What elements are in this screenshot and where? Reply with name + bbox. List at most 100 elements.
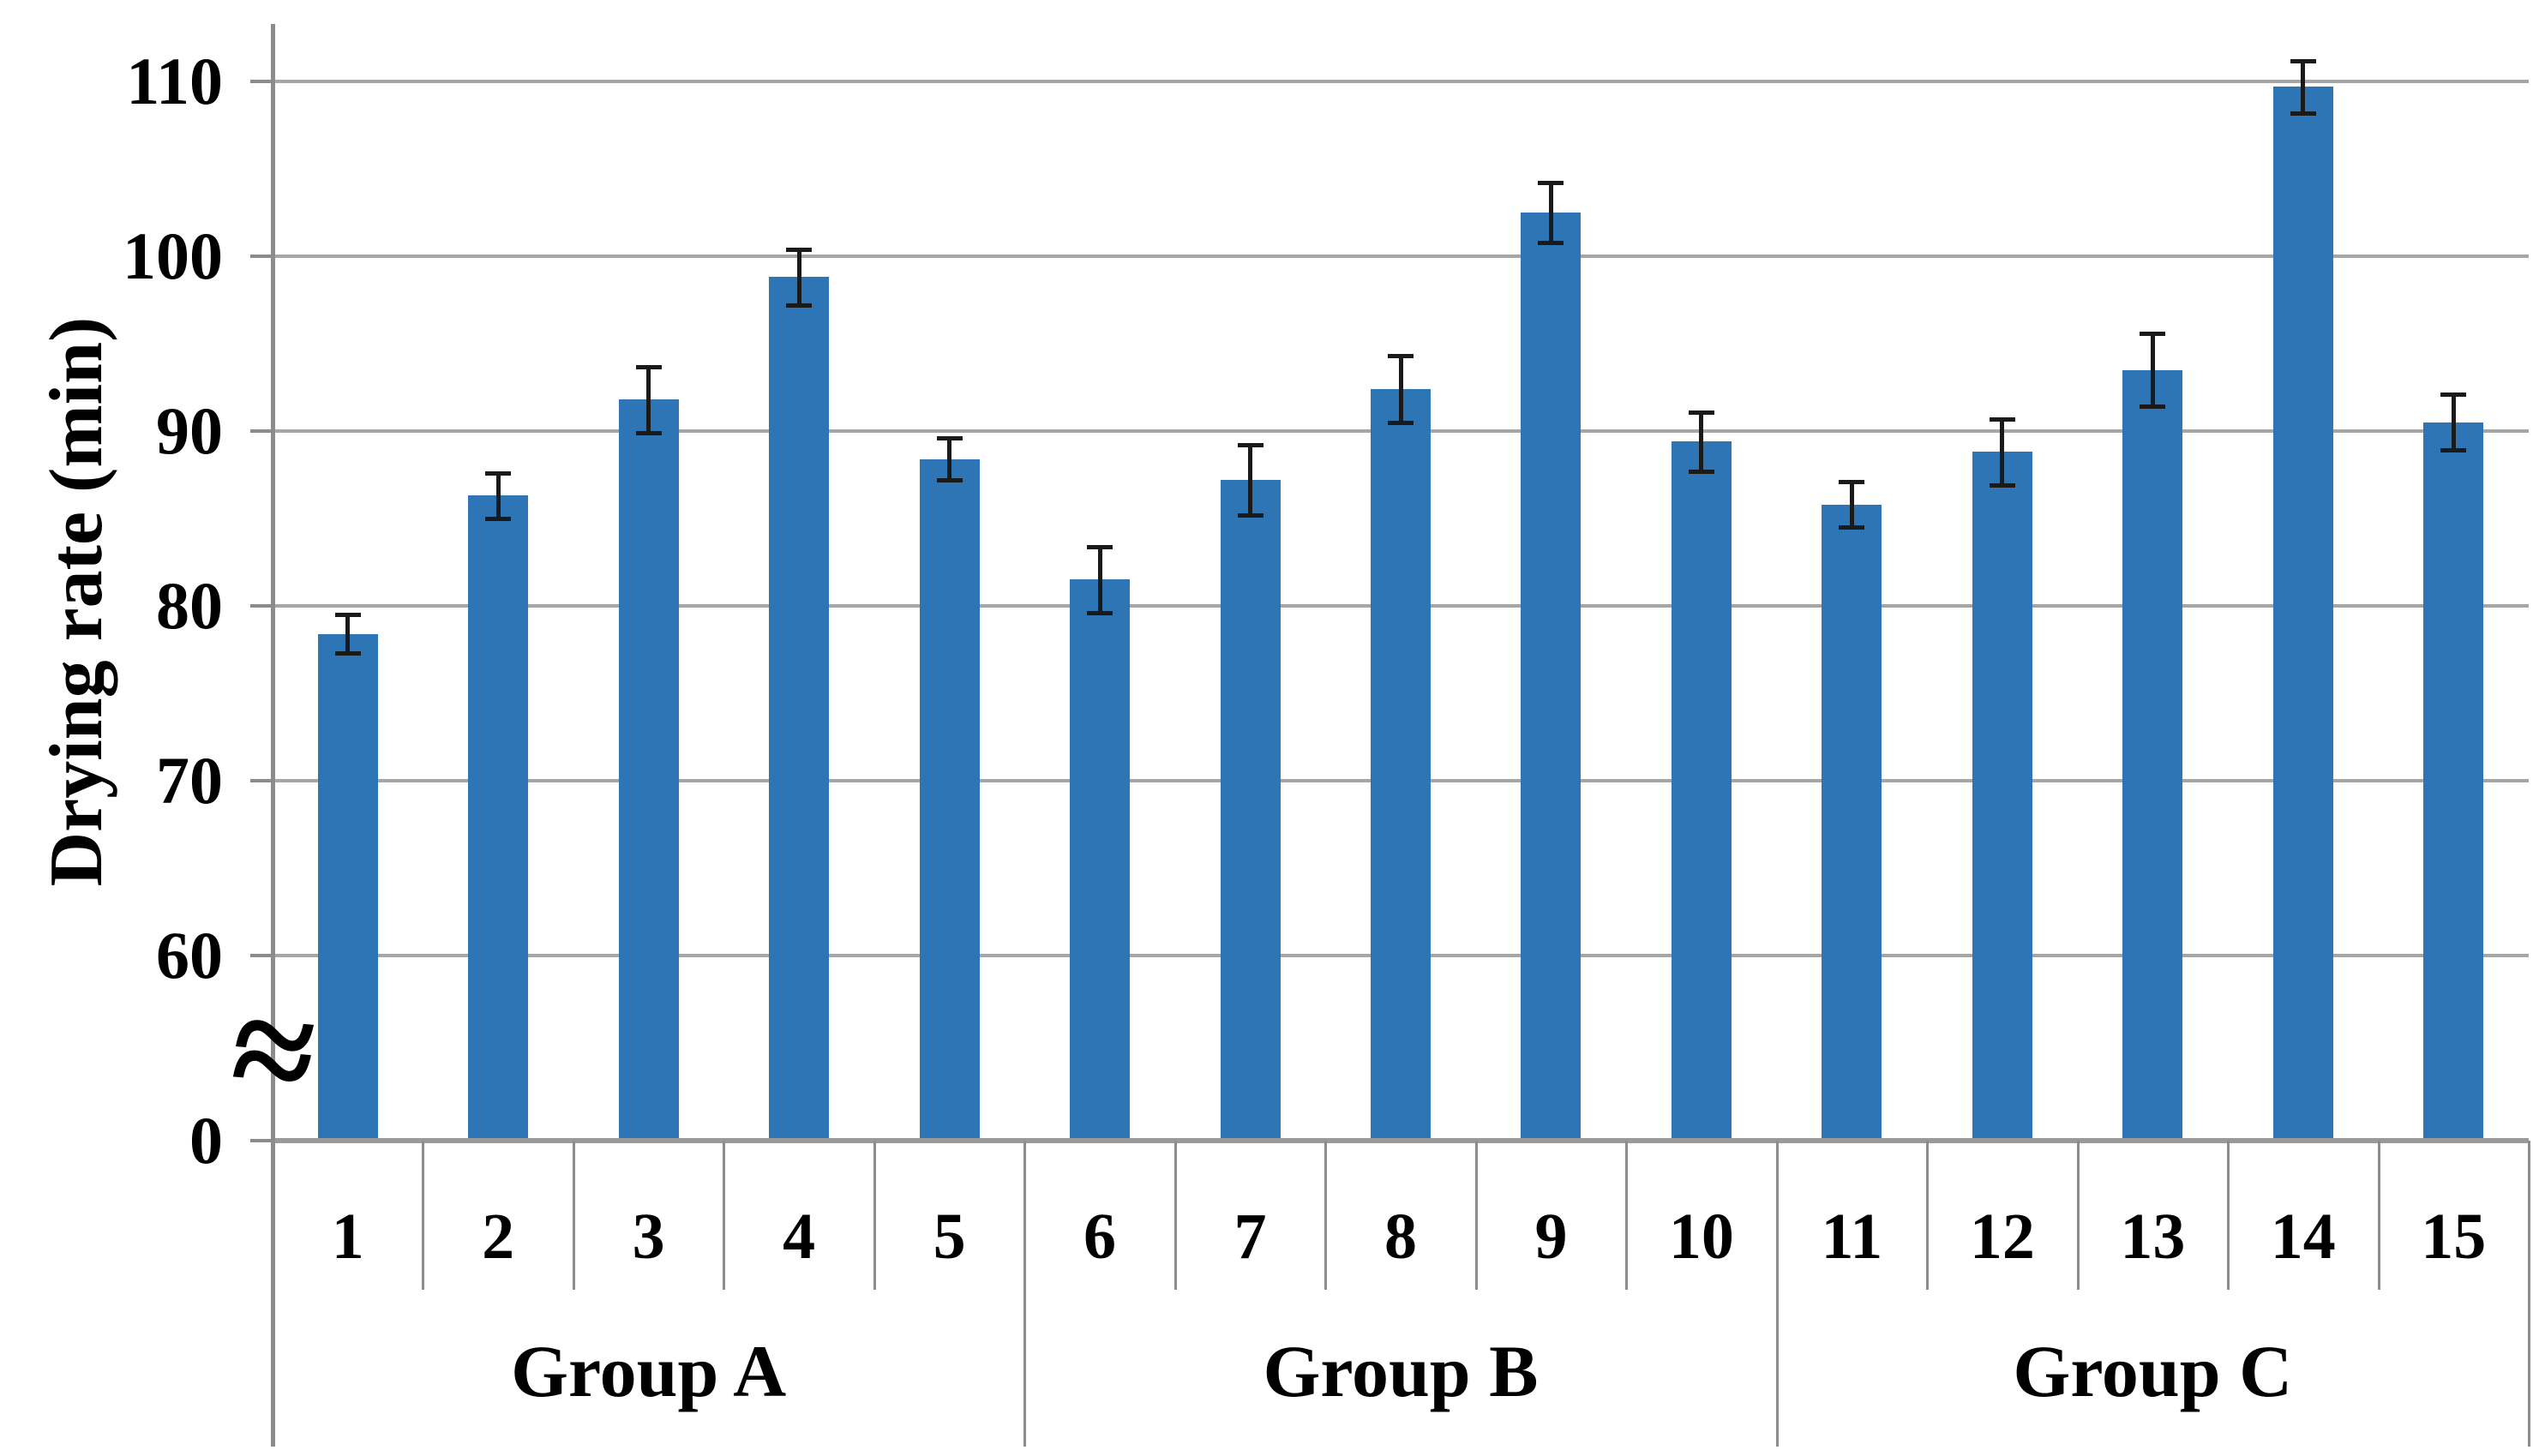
- x-axis-baseline: [273, 1138, 2529, 1143]
- error-whisker-15: [2451, 394, 2456, 451]
- error-cap-bottom-10: [1688, 469, 1714, 474]
- error-whisker-12: [2000, 418, 2005, 486]
- y-tick-0: [250, 1139, 273, 1142]
- bar-13: [2122, 369, 2183, 1141]
- error-cap-top-10: [1688, 410, 1714, 415]
- category-separator: [572, 1141, 575, 1290]
- category-separator: [2377, 1141, 2380, 1290]
- x-category-label-8: 8: [1384, 1201, 1417, 1273]
- error-cap-top-3: [635, 364, 662, 369]
- category-separator: [422, 1141, 425, 1290]
- x-category-label-14: 14: [2270, 1201, 2336, 1273]
- error-cap-bottom-3: [635, 431, 662, 436]
- axis-break-icon: ≈: [225, 964, 322, 1137]
- bar-12: [1972, 452, 2032, 1141]
- x-category-label-1: 1: [331, 1201, 364, 1273]
- category-separator: [1625, 1141, 1629, 1290]
- error-whisker-2: [495, 472, 501, 518]
- category-separator: [1926, 1141, 1930, 1290]
- y-tick-90: [250, 429, 273, 433]
- error-cap-bottom-8: [1388, 420, 1414, 425]
- category-separator: [873, 1141, 876, 1290]
- error-cap-top-1: [334, 613, 361, 618]
- error-cap-top-13: [2140, 331, 2166, 336]
- y-tick-label-70: 70: [156, 743, 223, 818]
- error-cap-bottom-11: [1839, 525, 1865, 530]
- error-cap-top-4: [786, 247, 813, 252]
- y-tick-label-80: 80: [156, 568, 223, 643]
- x-category-label-7: 7: [1233, 1201, 1267, 1273]
- error-cap-bottom-6: [1087, 611, 1113, 616]
- error-whisker-4: [796, 249, 801, 306]
- error-whisker-6: [1097, 546, 1102, 614]
- error-cap-top-9: [1538, 181, 1564, 186]
- x-category-label-15: 15: [2421, 1201, 2487, 1273]
- gridline-110: [273, 80, 2529, 83]
- category-separator: [723, 1141, 726, 1290]
- group-separator: [272, 1141, 274, 1447]
- error-whisker-8: [1398, 356, 1403, 422]
- bar-11: [1822, 504, 1882, 1141]
- bar-9: [1521, 213, 1582, 1141]
- bar-2: [468, 495, 529, 1141]
- y-tick-100: [250, 255, 273, 258]
- group-separator: [1775, 1141, 1779, 1447]
- error-whisker-9: [1548, 183, 1553, 243]
- error-cap-top-6: [1087, 544, 1113, 549]
- y-tick-label-90: 90: [156, 393, 223, 468]
- error-cap-bottom-14: [2290, 111, 2316, 116]
- y-tick-80: [250, 604, 273, 608]
- y-tick-110: [250, 80, 273, 83]
- group-separator: [1023, 1141, 1027, 1447]
- category-separator: [2076, 1141, 2080, 1290]
- error-whisker-13: [2150, 333, 2155, 407]
- y-tick-label-0: 0: [189, 1103, 223, 1177]
- group-label-B: Group B: [1263, 1330, 1539, 1412]
- category-separator: [1324, 1141, 1328, 1290]
- error-cap-bottom-12: [1989, 483, 2015, 488]
- bar-8: [1371, 389, 1431, 1141]
- error-cap-bottom-7: [1237, 512, 1263, 518]
- error-whisker-11: [1849, 482, 1854, 528]
- error-cap-bottom-13: [2140, 404, 2166, 410]
- x-category-label-2: 2: [482, 1201, 515, 1273]
- error-cap-top-11: [1839, 480, 1865, 485]
- error-cap-bottom-9: [1538, 240, 1564, 245]
- gridline-100: [273, 255, 2529, 258]
- bar-5: [919, 458, 980, 1141]
- error-cap-top-8: [1388, 354, 1414, 359]
- category-separator: [1173, 1141, 1177, 1290]
- error-cap-top-7: [1237, 443, 1263, 448]
- y-tick-label-110: 110: [126, 44, 223, 118]
- error-whisker-10: [1699, 411, 1704, 471]
- bar-14: [2272, 87, 2333, 1141]
- category-separator: [1474, 1141, 1478, 1290]
- x-category-label-13: 13: [2120, 1201, 2186, 1273]
- x-category-label-5: 5: [933, 1201, 966, 1273]
- x-category-label-6: 6: [1083, 1201, 1117, 1273]
- error-cap-top-15: [2440, 392, 2467, 398]
- error-cap-top-5: [936, 436, 963, 441]
- bar-15: [2423, 422, 2484, 1141]
- group-label-C: Group C: [2013, 1330, 2293, 1412]
- y-tick-label-100: 100: [123, 219, 223, 293]
- error-cap-bottom-5: [936, 478, 963, 483]
- bar-3: [618, 399, 679, 1141]
- category-separator: [2227, 1141, 2230, 1290]
- y-tick-70: [250, 779, 273, 782]
- error-whisker-7: [1248, 445, 1253, 515]
- error-cap-bottom-1: [334, 651, 361, 656]
- y-tick-60: [250, 954, 273, 957]
- x-category-label-4: 4: [783, 1201, 816, 1273]
- x-category-label-11: 11: [1821, 1201, 1883, 1273]
- error-cap-top-14: [2290, 58, 2316, 63]
- error-cap-top-12: [1989, 416, 2015, 422]
- group-label-A: Group A: [511, 1330, 787, 1412]
- error-cap-bottom-4: [786, 303, 813, 309]
- bar-6: [1070, 579, 1131, 1141]
- bar-10: [1671, 441, 1732, 1141]
- y-tick-label-60: 60: [156, 918, 223, 992]
- error-cap-bottom-15: [2440, 448, 2467, 453]
- x-category-label-9: 9: [1534, 1201, 1568, 1273]
